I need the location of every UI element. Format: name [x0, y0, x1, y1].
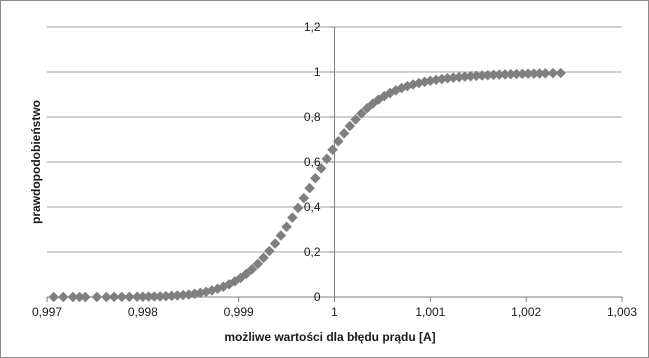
data-point — [327, 144, 338, 156]
data-point — [281, 221, 292, 233]
x-tick-label: 1,003 — [607, 305, 637, 319]
data-point — [315, 162, 327, 174]
data-point — [332, 135, 344, 147]
data-point — [275, 230, 287, 241]
x-tick-label: 0,997 — [32, 305, 62, 319]
y-tick-label: 0,8 — [304, 110, 321, 124]
data-point — [263, 245, 275, 257]
data-point — [355, 108, 367, 119]
x-tick-label: 1 — [331, 305, 338, 319]
data-point — [258, 252, 269, 264]
data-point — [286, 212, 298, 223]
data-point — [344, 120, 356, 132]
data-point — [309, 172, 321, 184]
x-tick-label: 1,001 — [415, 305, 445, 319]
y-tick-label: 1 — [314, 65, 321, 79]
data-point — [321, 153, 333, 165]
data-point — [57, 291, 69, 303]
data-point — [292, 202, 304, 214]
data-point — [304, 182, 315, 194]
data-point — [91, 291, 103, 303]
x-tick-label: 0,999 — [224, 305, 254, 319]
x-tick-label: 1,002 — [511, 305, 541, 319]
data-point — [79, 291, 91, 303]
data-point — [298, 192, 310, 204]
y-tick-label: 0,4 — [304, 200, 321, 214]
tick-layer: 0,997 0,998 0,999 1 1,001 1,002 1,003 0 0,2 0,4 0,… — [32, 20, 637, 319]
data-point — [116, 291, 128, 303]
data-point — [48, 291, 60, 303]
x-tick-label: 0,998 — [128, 305, 158, 319]
data-point — [101, 291, 112, 303]
data-point — [124, 291, 135, 303]
y-tick-label: 0,2 — [304, 245, 321, 259]
data-point — [338, 127, 350, 139]
x-axis-title: możliwe wartości dla błędu prądu [A] — [224, 330, 435, 344]
data-point — [252, 258, 264, 270]
data-point — [350, 114, 361, 125]
data-point — [361, 102, 373, 114]
y-tick-label: 0 — [314, 290, 321, 304]
points-layer — [48, 67, 567, 303]
axis-layer — [46, 26, 623, 302]
data-point — [240, 268, 252, 280]
y-tick-label: 1,2 — [304, 20, 321, 34]
data-point — [108, 291, 120, 303]
data-point — [539, 67, 551, 79]
data-point — [246, 263, 258, 275]
y-tick-label: 0,6 — [304, 155, 321, 169]
data-point — [269, 238, 281, 249]
data-point — [555, 67, 567, 79]
y-axis-title: prawdopodobieństwo — [29, 100, 43, 224]
data-point — [547, 67, 559, 79]
